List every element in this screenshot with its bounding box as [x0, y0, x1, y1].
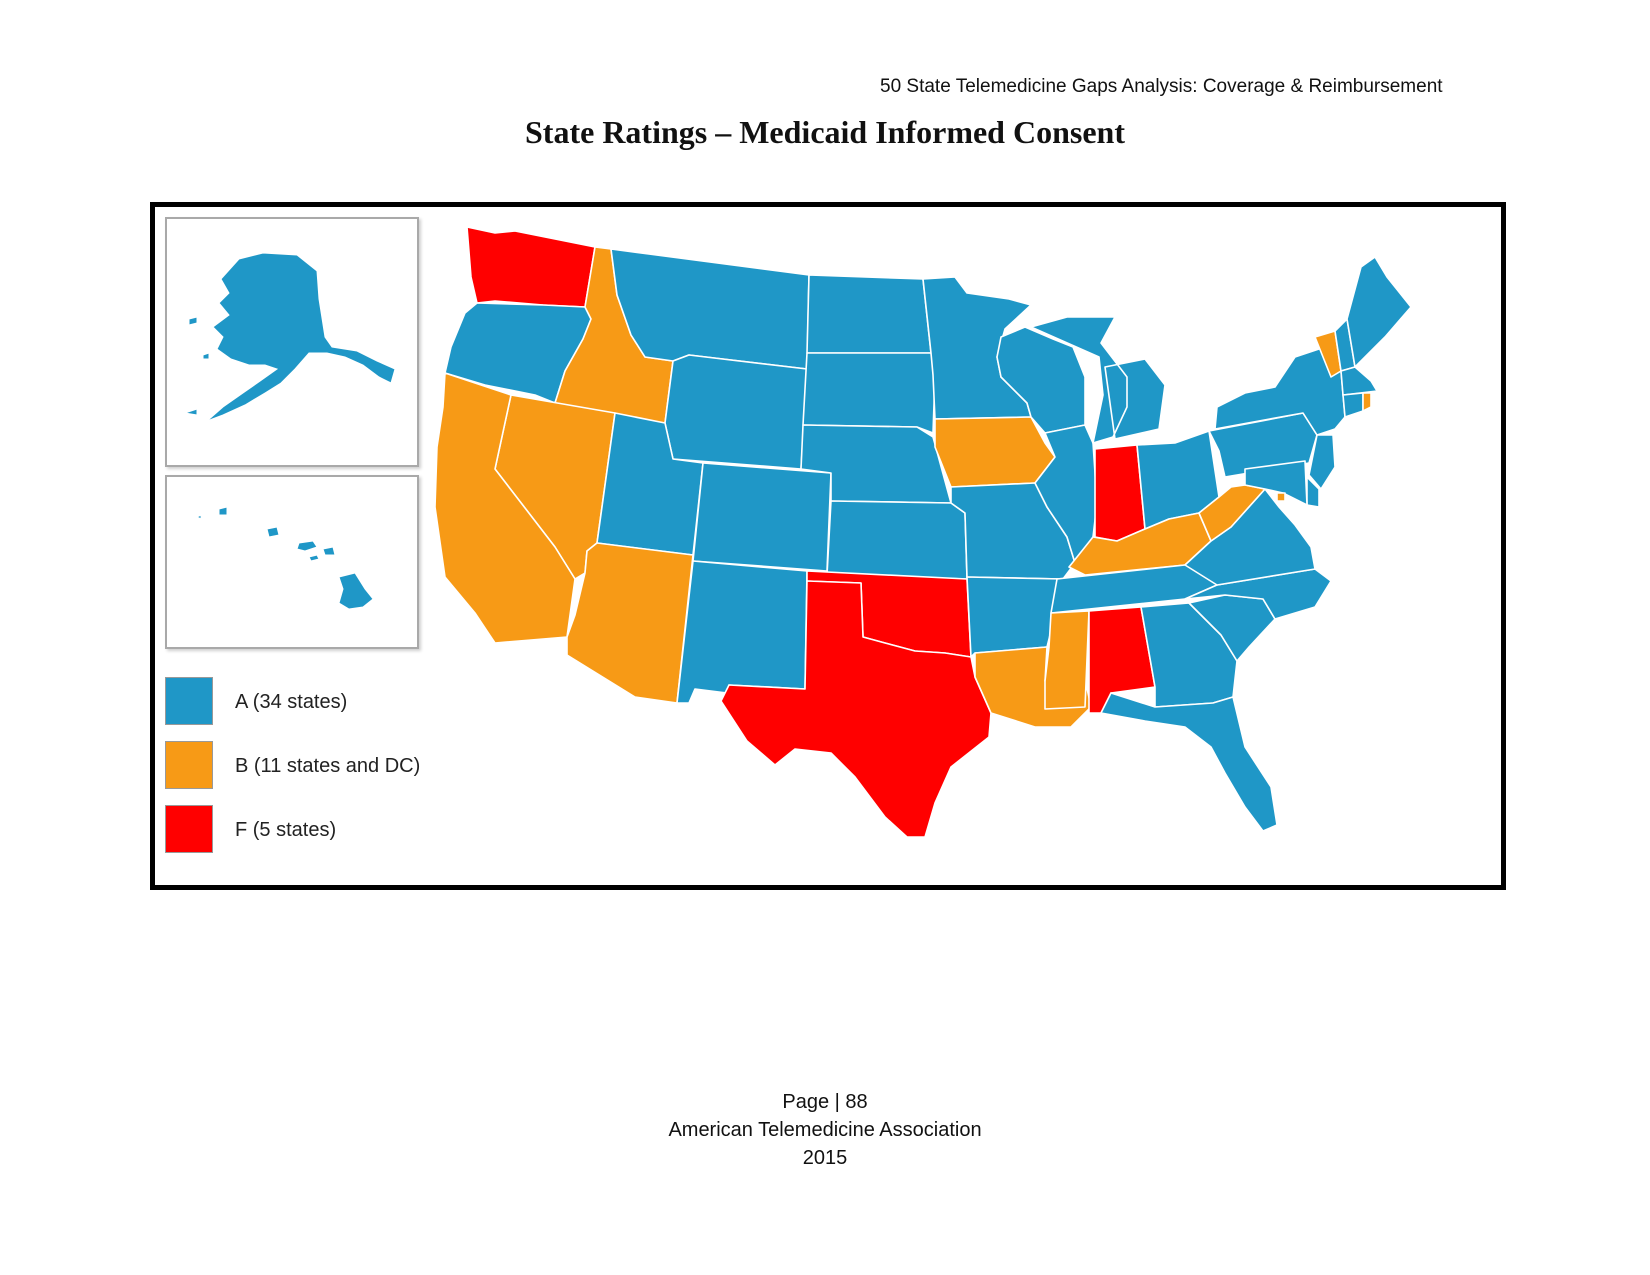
state-ME[interactable]: [1346, 256, 1412, 368]
state-MA[interactable]: [1340, 366, 1378, 396]
state-MI[interactable]: [1030, 316, 1166, 444]
running-header: 50 State Telemedicine Gaps Analysis: Cov…: [880, 76, 1443, 97]
map-frame: A (34 states) B (11 states and DC) F (5 …: [150, 202, 1506, 890]
alaska-inset: [165, 217, 419, 467]
hawaii-small-islands: [195, 514, 320, 562]
legend-label-a: A (34 states): [235, 691, 348, 713]
legend-item-b: B (11 states and DC): [165, 741, 485, 791]
state-CT[interactable]: [1342, 392, 1364, 418]
state-CA[interactable]: [435, 372, 576, 644]
legend-item-a: A (34 states): [165, 677, 485, 727]
legend-swatch-a: [165, 677, 213, 725]
page-footer: Page | 88 American Telemedicine Associat…: [0, 1088, 1650, 1172]
state-WA[interactable]: [466, 226, 596, 308]
state-NM[interactable]: [676, 560, 808, 704]
state-AK-islands: [184, 316, 210, 416]
legend-label-b: B (11 states and DC): [235, 755, 421, 777]
state-CO[interactable]: [692, 462, 832, 572]
state-AZ[interactable]: [566, 542, 694, 704]
state-MS[interactable]: [1044, 610, 1090, 710]
state-ND[interactable]: [806, 274, 932, 354]
state-SD[interactable]: [802, 352, 936, 434]
footer-year: 2015: [802, 1147, 848, 1169]
state-HI[interactable]: [218, 506, 374, 610]
us-map: [435, 226, 1412, 838]
page-title: State Ratings – Medicaid Informed Consen…: [525, 114, 1125, 150]
legend-swatch-f: [165, 805, 213, 853]
state-KS[interactable]: [826, 500, 968, 580]
state-DC[interactable]: [1276, 492, 1286, 502]
state-RI[interactable]: [1362, 392, 1372, 412]
state-FL[interactable]: [1100, 692, 1278, 832]
state-NJ[interactable]: [1308, 434, 1336, 490]
page-number: Page | 88: [782, 1091, 868, 1113]
legend-item-f: F (5 states): [165, 805, 485, 855]
state-WY[interactable]: [664, 354, 808, 470]
state-IA[interactable]: [934, 416, 1056, 488]
state-AK[interactable]: [206, 252, 396, 422]
state-TX[interactable]: [720, 580, 992, 838]
state-MT[interactable]: [610, 248, 810, 370]
legend-swatch-b: [165, 741, 213, 789]
footer-organization: American Telemedicine Association: [668, 1119, 982, 1141]
state-IN[interactable]: [1094, 444, 1146, 542]
legend-label-f: F (5 states): [235, 819, 337, 841]
hawaii-inset: [165, 475, 419, 649]
